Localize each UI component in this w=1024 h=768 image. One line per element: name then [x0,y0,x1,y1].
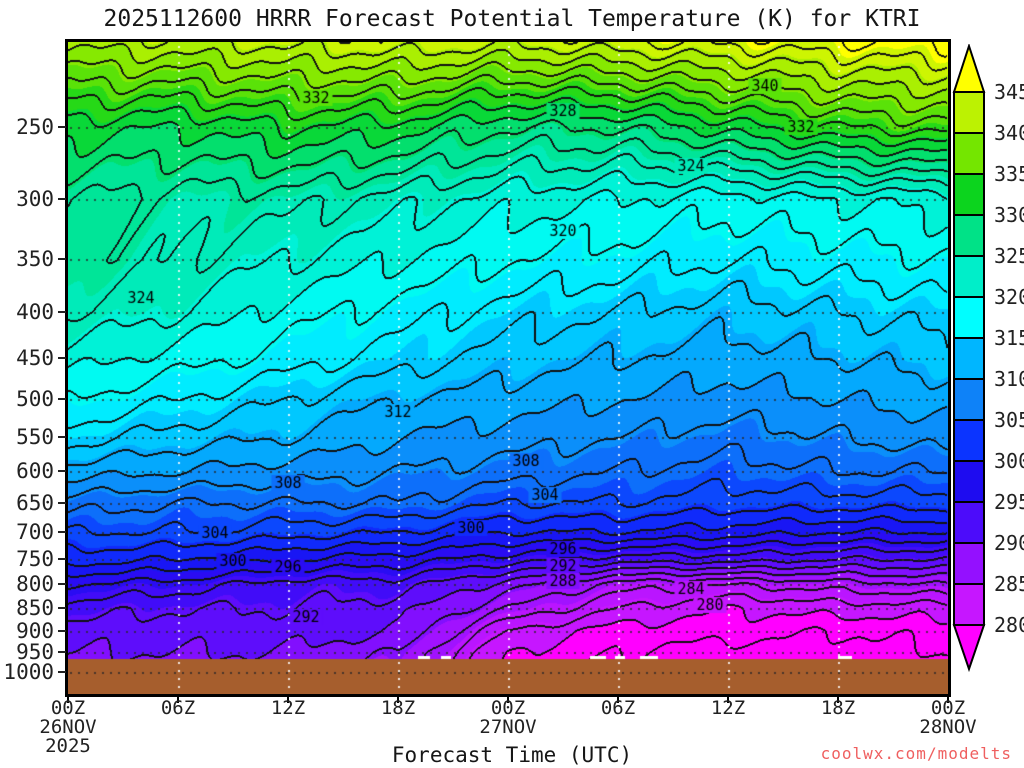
x-tick-label: 12Z [270,697,306,719]
colorbar-segment [953,501,985,544]
colorbar-label: 325 [994,244,1024,268]
watermark-text: coolwx.com/modelts [820,744,1012,763]
y-tick-label: 300 [16,186,54,211]
y-tick-label: 800 [16,572,54,597]
y-tick-label: 450 [16,346,54,371]
colorbar-segment [953,419,985,462]
contour-plot-canvas [68,42,948,694]
colorbar-segment [953,255,985,298]
x-tick-label: 06Z [600,697,636,719]
x-tick-mark [727,694,729,703]
y-tick-label: 850 [16,596,54,621]
colorbar-segment [953,173,985,216]
x-tick-mark [287,694,289,703]
chart-title: 2025112600 HRRR Forecast Potential Tempe… [103,6,921,32]
y-tick-label: 350 [16,247,54,272]
y-tick-mark [58,398,66,401]
colorbar-label: 345 [994,80,1024,104]
colorbar-label: 315 [994,326,1024,350]
y-tick-mark [58,258,66,261]
x-tick-label: 00Z 28NOV [919,697,977,738]
colorbar-under-arrow [952,624,986,673]
x-tick-mark [177,694,179,703]
y-tick-label: 1000 [3,659,54,684]
colorbar-over-arrow [952,44,986,93]
colorbar-label: 290 [994,531,1024,555]
colorbar-segment [953,378,985,421]
colorbar-label: 340 [994,121,1024,145]
y-tick-mark [58,197,66,200]
colorbar-label: 335 [994,162,1024,186]
x-tick-label: 06Z [160,697,196,719]
colorbar-segment [953,91,985,134]
colorbar-segment [953,542,985,585]
y-tick-label: 400 [16,299,54,324]
plot-frame [65,39,951,697]
colorbar-segment [953,132,985,175]
y-tick-mark [58,126,66,128]
y-tick-mark [58,607,66,610]
y-tick-label: 950 [16,639,54,664]
y-tick-label: 900 [16,618,54,643]
colorbar-label: 295 [994,490,1024,514]
y-tick-label: 750 [16,546,54,571]
y-tick-mark [58,470,66,473]
y-tick-label: 700 [16,519,54,544]
y-tick-mark [58,357,66,360]
x-tick-mark [947,694,949,703]
y-tick-mark [58,557,66,560]
y-tick-mark [58,435,66,438]
colorbar-segment [953,296,985,339]
x-tick-mark [837,694,839,703]
x-tick-label: 18Z [820,697,856,719]
x-tick-label: 12Z [710,697,746,719]
y-tick-mark [58,650,66,653]
colorbar-label: 320 [994,285,1024,309]
y-tick-label: 600 [16,459,54,484]
y-tick-label: 550 [16,424,54,449]
x-tick-label: 00Z 27NOV [479,697,537,738]
colorbar-segment [953,583,985,626]
colorbar-label: 305 [994,408,1024,432]
y-tick-mark [58,629,66,632]
x-tick-label: 18Z [380,697,416,719]
y-tick-mark [58,310,66,313]
colorbar-label: 310 [994,367,1024,391]
colorbar-label: 300 [994,449,1024,473]
y-tick-label: 500 [16,387,54,412]
colorbar-label: 280 [994,613,1024,637]
y-tick-mark [58,501,66,504]
colorbar-segment [953,214,985,257]
y-tick-mark [58,583,66,586]
x-tick-label: 00Z 26NOV 2025 [39,697,97,757]
colorbar: 345 340 335 330 325 320 315 310 305 300 295 290 285 2… [952,44,1024,673]
colorbar-label: 330 [994,203,1024,227]
y-tick-mark [58,530,66,533]
colorbar-label: 285 [994,572,1024,596]
y-tick-label: 650 [16,490,54,515]
x-axis-title: Forecast Time (UTC) [391,743,633,767]
colorbar-segment [953,337,985,380]
x-tick-mark [397,694,399,703]
x-tick-mark [617,694,619,703]
colorbar-segment [953,460,985,503]
x-tick-mark [507,694,509,703]
x-tick-mark [67,694,69,703]
y-tick-mark [58,670,66,673]
y-tick-label: 250 [16,115,54,139]
